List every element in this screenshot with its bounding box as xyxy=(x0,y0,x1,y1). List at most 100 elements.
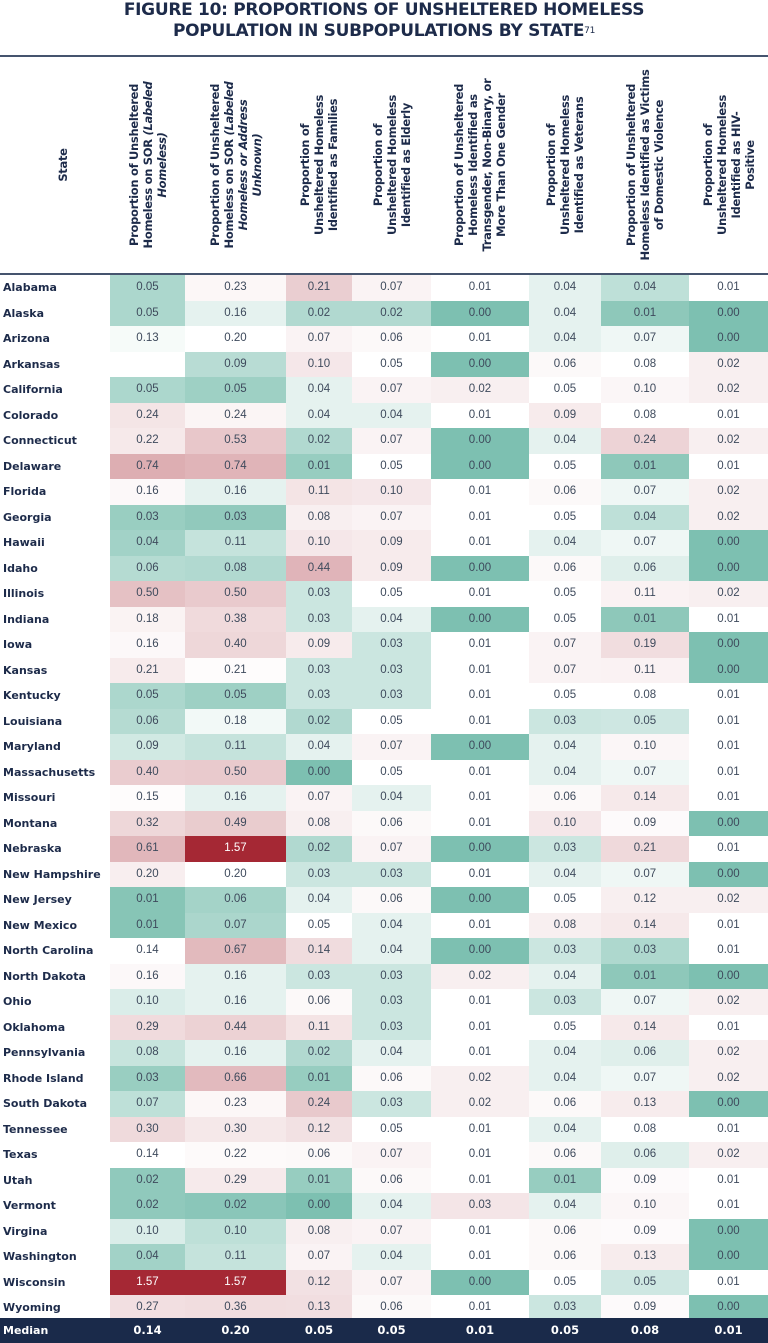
heatmap-cell: 0.20 xyxy=(110,861,185,887)
heatmap-cell: 0.44 xyxy=(286,555,352,581)
heatmap-cell: 0.22 xyxy=(110,428,185,454)
heatmap-cell: 0.03 xyxy=(110,1065,185,1091)
heatmap-cell: 0.05 xyxy=(352,759,431,785)
column-header-text: Proportion of Unsheltered Homeless Ident… xyxy=(298,94,340,236)
heatmap-cell: 0.01 xyxy=(431,1167,529,1193)
state-label: North Dakota xyxy=(3,969,86,983)
heatmap-cell: 0.01 xyxy=(431,657,529,683)
state-label: North Carolina xyxy=(3,944,94,957)
table-row: Alabama 0.05 0.23 0.21 0.07 0.01 0.04 0.04 0.01 xyxy=(0,275,768,301)
heatmap-cell: 0.05 xyxy=(352,581,431,607)
state-label: Colorado xyxy=(3,408,59,422)
heatmap-cell: 0.03 xyxy=(352,1091,431,1117)
heatmap-cell: 0.01 xyxy=(689,836,768,862)
heatmap-cell: 0.04 xyxy=(352,938,431,964)
median-value: 0.08 xyxy=(630,1323,660,1337)
heatmap-cell: 0.09 xyxy=(529,402,601,428)
heatmap-cell: 0.01 xyxy=(689,785,768,811)
heatmap-cell: 0.06 xyxy=(529,479,601,505)
heatmap-cell: 0.00 xyxy=(286,1193,352,1219)
heatmap-cell: 0.05 xyxy=(529,453,601,479)
heatmap-cell: 0.02 xyxy=(286,708,352,734)
heatmap-cell: 0.01 xyxy=(431,402,529,428)
column-header-text: Proportion of Unsheltered Homeless Ident… xyxy=(624,69,666,261)
heatmap-cell: 0.08 xyxy=(601,351,689,377)
heatmap-cell: 0.01 xyxy=(689,734,768,760)
heatmap-cell: 0.66 xyxy=(185,1065,286,1091)
heatmap-cell: 0.03 xyxy=(110,504,185,530)
heatmap-cell: 0.01 xyxy=(601,963,689,989)
state-label: New Mexico xyxy=(3,918,78,932)
heatmap-cell: 0.14 xyxy=(110,938,185,964)
heatmap-cell: 0.05 xyxy=(352,351,431,377)
heatmap-cell: 0.07 xyxy=(352,1269,431,1295)
table-row: Montana 0.32 0.49 0.08 0.06 0.01 0.10 0.09 0.00 xyxy=(0,810,768,836)
table-row: New Jersey 0.01 0.06 0.04 0.06 0.00 0.05 0.12 0.… xyxy=(0,887,768,913)
heatmap-cell: 0.32 xyxy=(110,810,185,836)
heatmap-cell: 0.29 xyxy=(110,1014,185,1040)
heatmap-cell: 0.06 xyxy=(601,1040,689,1066)
heatmap-cell: 0.05 xyxy=(601,1269,689,1295)
table-row: Colorado 0.24 0.24 0.04 0.04 0.01 0.09 0.08 0.01 xyxy=(0,402,768,428)
table-row: California 0.05 0.05 0.04 0.07 0.02 0.05 0.10 0.… xyxy=(0,377,768,403)
heatmap-cell: 0.02 xyxy=(689,428,768,454)
state-label: Illinois xyxy=(3,587,45,600)
heatmap-cell: 0.00 xyxy=(689,861,768,887)
table-row: Kansas 0.21 0.21 0.03 0.03 0.01 0.07 0.11 0.00 xyxy=(0,657,768,683)
table-row: Louisiana 0.06 0.18 0.02 0.05 0.01 0.03 0.05 0.0… xyxy=(0,708,768,734)
heatmap-cell: 0.61 xyxy=(110,836,185,862)
heatmap-cell: 0.05 xyxy=(110,377,185,403)
median-value: 0.14 xyxy=(133,1323,162,1337)
heatmap-cell: 0.11 xyxy=(185,1244,286,1270)
state-label: Arizona xyxy=(3,332,50,345)
state-label: Pennsylvania xyxy=(3,1046,86,1059)
table-row: Idaho 0.06 0.08 0.44 0.09 0.00 0.06 0.06 0.00 xyxy=(0,555,768,581)
heatmap-cell: 0.40 xyxy=(110,759,185,785)
table-row: Texas 0.14 0.22 0.06 0.07 0.01 0.06 0.06 0.02 xyxy=(0,1142,768,1168)
heatmap-cell: 0.10 xyxy=(185,1218,286,1244)
heatmap-cell: 0.21 xyxy=(110,657,185,683)
heatmap-cell: 0.07 xyxy=(352,504,431,530)
heatmap-cell: 0.21 xyxy=(185,657,286,683)
heatmap-cell: 0.07 xyxy=(352,275,431,301)
heatmap-cell: 0.03 xyxy=(529,708,601,734)
heatmap-cell: 0.06 xyxy=(352,1295,431,1321)
heatmap-cell: 0.12 xyxy=(286,1116,352,1142)
heatmap-cell: 0.08 xyxy=(601,402,689,428)
heatmap-cell: 0.04 xyxy=(529,1193,601,1219)
heatmap-cell: 0.18 xyxy=(110,606,185,632)
heatmap-cell: 0.09 xyxy=(601,1167,689,1193)
heatmap-cell: 0.04 xyxy=(601,275,689,301)
state-label: Massachusetts xyxy=(3,765,96,779)
heatmap-cell: 0.01 xyxy=(689,1014,768,1040)
heatmap-cell: 0.16 xyxy=(185,989,286,1015)
heatmap-cell: 0.05 xyxy=(529,887,601,913)
heatmap-cell: 0.05 xyxy=(529,581,601,607)
heatmap-cell: 0.04 xyxy=(529,1065,601,1091)
table-row: Pennsylvania 0.08 0.16 0.02 0.04 0.01 0.04 0.06… xyxy=(0,1040,768,1066)
heatmap-cell: 0.02 xyxy=(689,581,768,607)
heatmap-cell: 0.36 xyxy=(185,1295,286,1321)
heatmap-cell: 0.05 xyxy=(185,683,286,709)
heatmap-cell: 0.07 xyxy=(352,1218,431,1244)
heatmap-cell: 0.00 xyxy=(431,428,529,454)
heatmap-cell: 0.53 xyxy=(185,428,286,454)
median-value: 0.01 xyxy=(465,1323,495,1337)
heatmap-cell: 0.07 xyxy=(352,734,431,760)
heatmap-cell: 0.04 xyxy=(529,530,601,556)
heatmap-cell: 0.14 xyxy=(286,938,352,964)
heatmap-cell: 0.09 xyxy=(185,351,286,377)
heatmap-cell: 0.03 xyxy=(431,1193,529,1219)
heatmap-cell: 0.09 xyxy=(286,632,352,658)
heatmap-cell: 0.11 xyxy=(185,530,286,556)
heatmap-cell: 0.01 xyxy=(110,887,185,913)
heatmap-cell: 0.05 xyxy=(352,708,431,734)
heatmap-cell: 0.02 xyxy=(689,887,768,913)
heatmap-cell: 0.00 xyxy=(689,300,768,326)
table-row: Missouri 0.15 0.16 0.07 0.04 0.01 0.06 0.14 0.01 xyxy=(0,785,768,811)
heatmap-cell: 0.06 xyxy=(529,785,601,811)
heatmap-cell: 0.03 xyxy=(529,1295,601,1321)
heatmap-cell: 0.03 xyxy=(352,632,431,658)
heatmap-cell: 0.00 xyxy=(431,300,529,326)
heatmap-cell: 0.06 xyxy=(286,989,352,1015)
